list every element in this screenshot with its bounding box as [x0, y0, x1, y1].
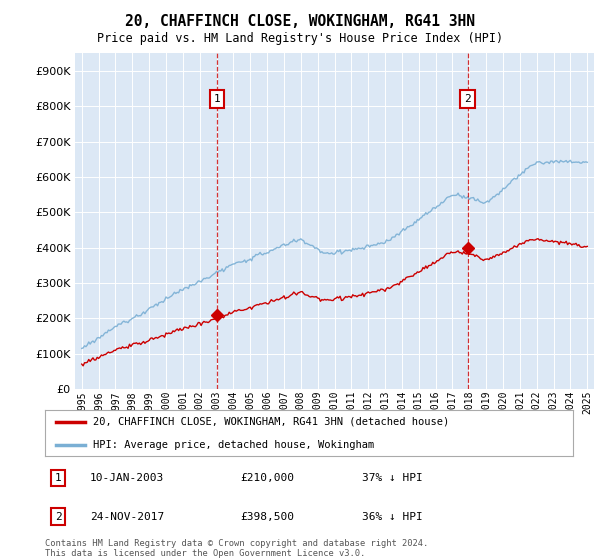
Text: 20, CHAFFINCH CLOSE, WOKINGHAM, RG41 3HN (detached house): 20, CHAFFINCH CLOSE, WOKINGHAM, RG41 3HN… — [92, 417, 449, 427]
Text: Price paid vs. HM Land Registry's House Price Index (HPI): Price paid vs. HM Land Registry's House … — [97, 32, 503, 45]
Text: 24-NOV-2017: 24-NOV-2017 — [90, 512, 164, 521]
Text: Contains HM Land Registry data © Crown copyright and database right 2024.: Contains HM Land Registry data © Crown c… — [45, 539, 428, 548]
Text: 20, CHAFFINCH CLOSE, WOKINGHAM, RG41 3HN: 20, CHAFFINCH CLOSE, WOKINGHAM, RG41 3HN — [125, 14, 475, 29]
Text: 1: 1 — [214, 94, 221, 104]
Text: 36% ↓ HPI: 36% ↓ HPI — [362, 512, 422, 521]
Text: 10-JAN-2003: 10-JAN-2003 — [90, 473, 164, 483]
Text: 2: 2 — [464, 94, 471, 104]
Text: £210,000: £210,000 — [241, 473, 295, 483]
Text: HPI: Average price, detached house, Wokingham: HPI: Average price, detached house, Woki… — [92, 440, 374, 450]
Text: 1: 1 — [55, 473, 62, 483]
Text: 37% ↓ HPI: 37% ↓ HPI — [362, 473, 422, 483]
Text: This data is licensed under the Open Government Licence v3.0.: This data is licensed under the Open Gov… — [45, 549, 365, 558]
Text: £398,500: £398,500 — [241, 512, 295, 521]
Text: 2: 2 — [55, 512, 62, 521]
